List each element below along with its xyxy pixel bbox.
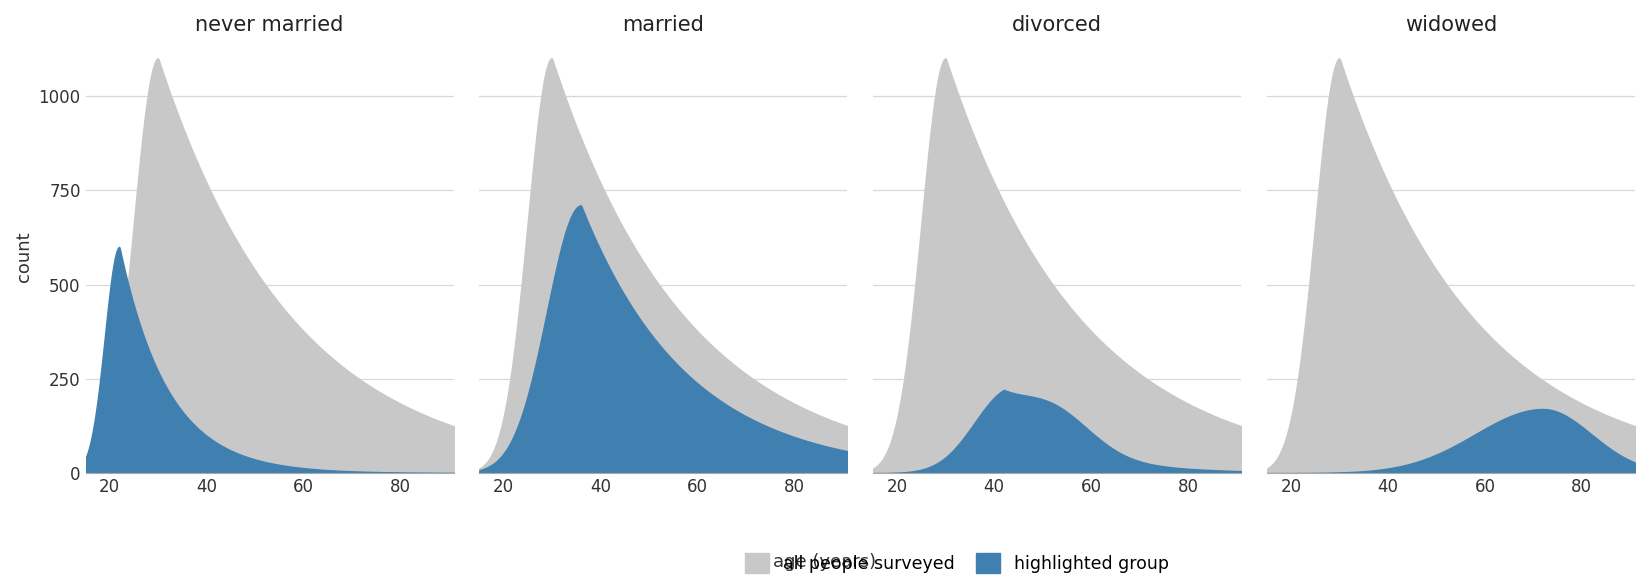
Legend: all people surveyed, highlighted group: all people surveyed, highlighted group xyxy=(738,546,1176,577)
Title: divorced: divorced xyxy=(1011,15,1102,35)
Text: age (years): age (years) xyxy=(774,553,876,571)
Title: widowed: widowed xyxy=(1404,15,1497,35)
Title: married: married xyxy=(622,15,705,35)
Y-axis label: count: count xyxy=(15,231,33,282)
Title: never married: never married xyxy=(195,15,343,35)
